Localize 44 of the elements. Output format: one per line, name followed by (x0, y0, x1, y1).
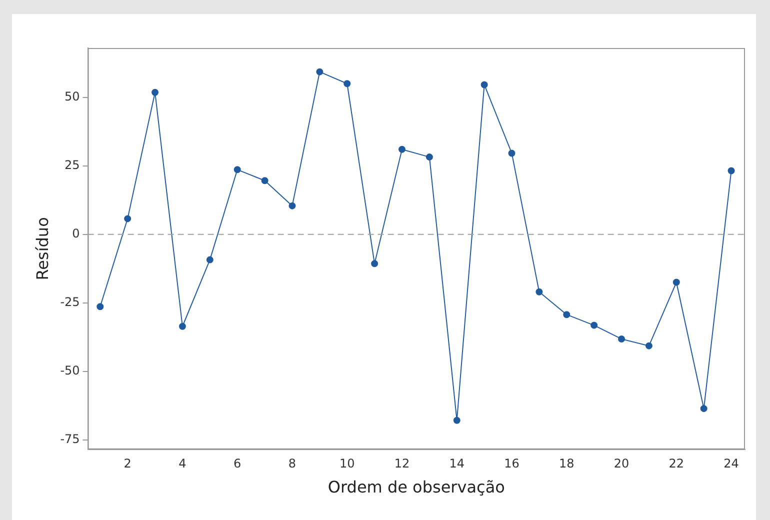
point (700, 405, 708, 412)
point (261, 177, 268, 184)
point (96, 303, 104, 310)
point (590, 322, 598, 329)
x-tick-label: 2 (124, 456, 132, 471)
y-tick-label: -25 (60, 294, 80, 309)
point (288, 202, 296, 210)
point (672, 278, 680, 286)
point (178, 322, 186, 330)
x-axis-title: Ordem de observação (328, 478, 505, 497)
y-tick-label: 0 (72, 226, 80, 240)
x-tick-label: 24 (724, 456, 739, 471)
y-tick-label: 25 (64, 158, 80, 172)
y-axis-title: Resíduo (32, 217, 52, 280)
point (206, 256, 214, 264)
x-tick-label: 12 (394, 456, 410, 471)
point (563, 311, 570, 318)
point (426, 154, 433, 161)
point (480, 81, 488, 88)
point (398, 146, 406, 153)
x-tick-label: 14 (449, 456, 465, 471)
point (316, 68, 324, 76)
x-tick-label: 20 (614, 456, 630, 471)
x-tick-label: 4 (178, 456, 186, 471)
point (618, 335, 626, 342)
point (124, 215, 132, 222)
point (728, 167, 735, 174)
point (371, 260, 378, 268)
y-tick-label: 50 (64, 89, 80, 104)
x-tick-label: 22 (668, 456, 684, 471)
point (453, 416, 460, 424)
x-tick-label: 16 (504, 456, 520, 471)
y-tick-label: -50 (60, 363, 80, 378)
point (234, 166, 241, 174)
point (508, 150, 516, 157)
x-tick-label: 10 (339, 456, 355, 471)
point (536, 288, 543, 296)
point (645, 342, 652, 350)
x-tick-label: 18 (558, 456, 574, 471)
point (152, 88, 159, 96)
point (344, 80, 351, 88)
x-tick-label: 6 (234, 456, 242, 471)
y-tick-label: -75 (60, 432, 80, 446)
x-tick-label: 8 (288, 456, 296, 471)
